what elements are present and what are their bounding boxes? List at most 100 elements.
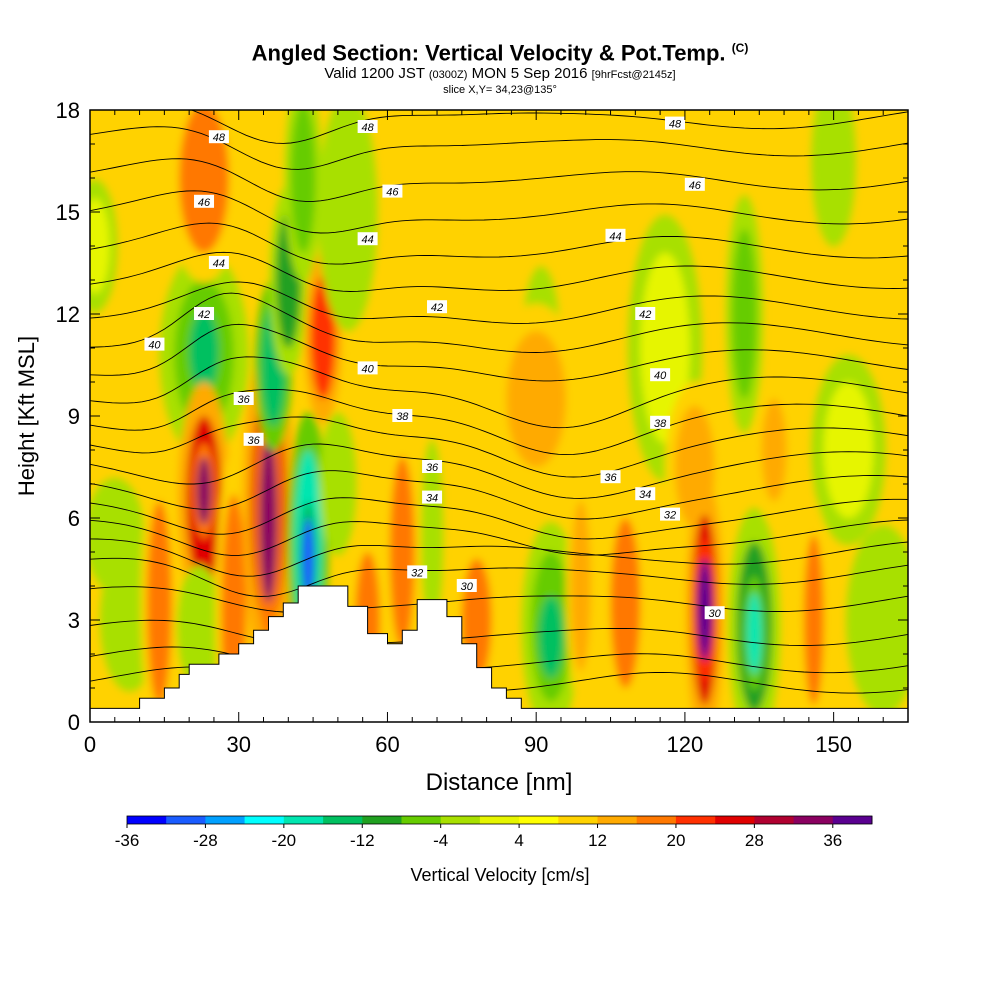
- isentrope-label: 44: [605, 228, 626, 243]
- colorbar-swatch: [675, 816, 716, 824]
- colorbar-swatch: [362, 816, 402, 824]
- isentrope-label-box: [605, 228, 626, 242]
- velocity-cell: [858, 552, 908, 688]
- isentrope-label: 30: [704, 606, 725, 620]
- velocity-cell: [761, 399, 787, 501]
- isentrope-label-text: 48: [669, 119, 682, 131]
- isentrope-label: 42: [194, 307, 215, 321]
- colorbar-swatch: [636, 816, 677, 824]
- velocity-cell: [397, 246, 457, 382]
- velocity-cell: [259, 433, 278, 603]
- colorbar-swatch: [793, 816, 834, 824]
- x-tick-label: 90: [524, 732, 548, 757]
- isentrope-label-box: [407, 565, 428, 579]
- isentrope-label-text: 36: [238, 394, 251, 406]
- isentrope-label: 42: [635, 307, 656, 321]
- x-axis-label: Distance [nm]: [426, 769, 573, 796]
- isentrope-label: 32: [407, 565, 428, 579]
- isentrope-label: 46: [382, 184, 403, 199]
- colorbar-tick-label: -4: [433, 831, 448, 850]
- isentrope-label-text: 48: [213, 132, 226, 144]
- isentrope-line: [90, 519, 908, 556]
- isentrope-label-text: 30: [709, 608, 722, 620]
- plot-area: 48 48 48 46 46 46 44 44 44 42 42 42 40 40 40 36 38 38 36 36…: [90, 110, 908, 722]
- isentrope-label: 34: [422, 490, 443, 505]
- isentrope-line: [90, 586, 908, 613]
- velocity-cell: [570, 501, 591, 671]
- isentrope-label-box: [704, 606, 725, 620]
- velocity-cell: [327, 127, 368, 297]
- colorbar-tick-label: 4: [514, 831, 523, 850]
- isentrope-label: 40: [650, 368, 671, 382]
- isentrope-label-text: 38: [654, 418, 667, 430]
- velocity-cell: [179, 110, 229, 253]
- isentrope-label: 42: [427, 300, 448, 314]
- isentrope-label: 46: [684, 177, 705, 192]
- isentrope-label-text: 40: [148, 340, 161, 352]
- velocity-cell: [196, 456, 212, 525]
- colorbar-tick-label: 28: [745, 831, 764, 850]
- isentrope-label: 40: [357, 361, 378, 375]
- isentrope-label-text: 44: [361, 234, 373, 246]
- isentrope-label-box: [684, 177, 705, 191]
- isentrope-line: [90, 557, 908, 597]
- velocity-cell: [184, 582, 214, 671]
- isentrope-label-text: 48: [361, 122, 374, 134]
- valid-time: Valid 1200 JST (0300Z) MON 5 Sep 2016 [9…: [324, 65, 676, 83]
- isentrope-label-text: 32: [664, 510, 676, 522]
- colorbar-tick-label: -20: [272, 831, 297, 850]
- isentrope-label-box: [422, 490, 443, 504]
- isentrope-label: 44: [208, 256, 229, 270]
- isentrope-label: 48: [357, 120, 378, 134]
- colorbar-tick-label: 20: [666, 831, 685, 850]
- isentrope-label-text: 32: [411, 567, 423, 579]
- colorbar-swatch: [205, 816, 246, 824]
- velocity-cell: [818, 110, 849, 223]
- colorbar-tick-label: 12: [588, 831, 607, 850]
- velocity-cell: [732, 229, 757, 399]
- velocity-cell: [325, 433, 351, 535]
- velocity-cell: [803, 535, 824, 705]
- isentrope-label-box: [635, 487, 656, 501]
- isentrope-label-box: [144, 337, 165, 351]
- isentrope-label-text: 44: [609, 231, 621, 243]
- colorbar: -36 -28 -20 -12 -4 4 12 20 28 36: [115, 815, 873, 850]
- isentrope-label: 38: [650, 415, 671, 430]
- isentrope-label-box: [392, 409, 413, 422]
- isentrope-label-box: [208, 130, 229, 144]
- isentrope-label-text: 36: [604, 472, 617, 484]
- isentrope-label-text: 34: [639, 489, 651, 501]
- colorbar-swatch: [754, 816, 795, 824]
- colorbar-swatch: [244, 816, 285, 824]
- velocity-cell: [823, 382, 874, 518]
- colorbar-frame: [126, 815, 873, 825]
- isentrope-label-box: [233, 392, 254, 405]
- colorbar-swatch: [832, 816, 873, 824]
- isentrope-label-box: [635, 307, 656, 320]
- isentrope-line: [90, 646, 908, 674]
- y-tick-label: 3: [68, 608, 80, 633]
- isentrope-label: 38: [392, 409, 413, 423]
- chart-title: Angled Section: Vertical Velocity & Pot.…: [251, 40, 749, 66]
- y-tick-label: 12: [56, 302, 80, 327]
- isentrope-label-box: [357, 120, 378, 133]
- isentrope-label-text: 42: [198, 309, 210, 321]
- isentrope-label-box: [660, 507, 681, 521]
- isentrope-label-text: 40: [654, 370, 667, 382]
- isentrope-label-box: [456, 579, 477, 592]
- y-tick-label: 15: [56, 200, 80, 225]
- colorbar-swatch: [715, 816, 755, 824]
- x-axis: 0 30 60 90 120 150: [84, 110, 909, 757]
- y-tick-label: 6: [68, 506, 80, 531]
- x-tick-label: 0: [84, 732, 96, 757]
- velocity-cell: [290, 110, 316, 253]
- isentrope-line: [90, 222, 908, 265]
- slice-info: slice X,Y= 34,23@135°: [443, 84, 557, 97]
- isentrope-label-box: [194, 307, 215, 320]
- isentrope-label-text: 42: [431, 302, 443, 314]
- isentrope-label: 48: [208, 130, 229, 144]
- velocity-cell: [610, 518, 641, 688]
- velocity-cell: [90, 198, 110, 294]
- isentrope-label: 36: [422, 460, 443, 474]
